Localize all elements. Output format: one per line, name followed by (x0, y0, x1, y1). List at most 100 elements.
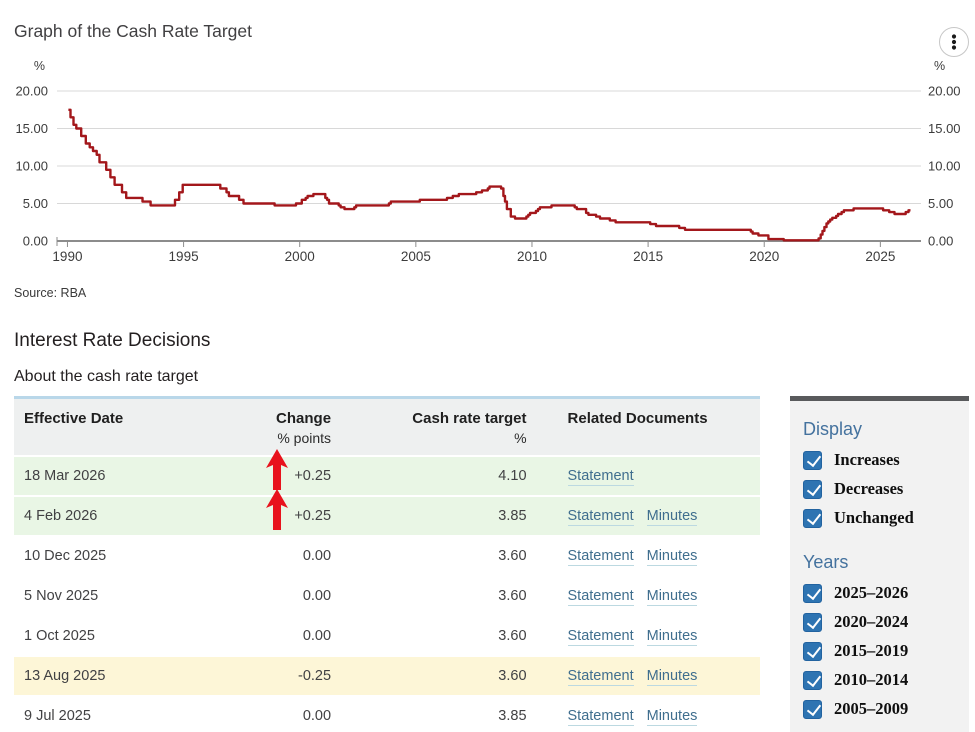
docs-cell: Statement Minutes (527, 697, 760, 732)
docs-cell: Statement (527, 457, 760, 497)
target-cell: 3.60 (332, 537, 528, 577)
statement-link[interactable]: Statement (567, 668, 634, 686)
docs-cell: Statement Minutes (527, 577, 760, 617)
years-section-title: Years (803, 552, 849, 572)
header-change-unit: % points (277, 430, 332, 446)
checkbox-checked[interactable] (803, 479, 822, 499)
docs-cell: Statement Minutes (527, 537, 760, 577)
table-row: 18 Mar 2026 +0.25 4.10 Statement (14, 449, 760, 497)
statement-link[interactable]: Statement (567, 508, 634, 526)
checkbox-checked[interactable] (803, 641, 822, 661)
svg-text:2015: 2015 (633, 249, 663, 264)
filter-years-2025-2026[interactable]: 2025–2026 (803, 583, 955, 603)
header-related-documents: Related Documents (527, 399, 760, 457)
svg-text:20.00: 20.00 (928, 84, 961, 99)
minutes-link[interactable]: Minutes (646, 708, 698, 726)
svg-text:2020: 2020 (749, 249, 779, 264)
change-cell: 0.00 (273, 577, 333, 617)
section-heading: Interest Rate Decisions (14, 330, 211, 351)
statement-link[interactable]: Statement (567, 588, 634, 606)
table-header-row: Effective Date Change % points Cash rate… (14, 399, 760, 457)
minutes-link[interactable]: Minutes (646, 508, 698, 526)
svg-text:0.00: 0.00 (23, 234, 48, 249)
filter-unchanged[interactable]: Unchanged (803, 508, 955, 528)
checkbox-checked[interactable] (803, 508, 822, 528)
header-cash-rate-target: Cash rate target % (332, 399, 528, 457)
svg-text:2005: 2005 (401, 249, 431, 264)
filter-decreases[interactable]: Decreases (803, 479, 955, 499)
effective-date-cell: 10 Dec 2025 (14, 537, 274, 577)
svg-text:1995: 1995 (169, 249, 199, 264)
svg-text:5.00: 5.00 (928, 196, 953, 211)
docs-cell: Statement Minutes (527, 657, 760, 697)
target-cell: 3.85 (332, 497, 528, 537)
checkbox-checked[interactable] (803, 450, 822, 470)
header-target-unit: % (514, 430, 527, 446)
effective-date-cell: 1 Oct 2025 (14, 617, 274, 657)
change-cell: -0.25 (273, 657, 333, 697)
effective-date-cell: 13 Aug 2025 (14, 657, 274, 697)
checkmark-icon (806, 700, 822, 716)
checkmark-icon (806, 451, 822, 467)
svg-text:20.00: 20.00 (15, 84, 48, 99)
svg-text:%: % (934, 59, 945, 73)
checkbox-checked[interactable] (803, 583, 822, 603)
svg-text:10.00: 10.00 (15, 159, 48, 174)
statement-link[interactable]: Statement (567, 708, 634, 726)
chart-title: Graph of the Cash Rate Target (14, 21, 253, 41)
filter-increases[interactable]: Increases (803, 450, 955, 470)
filter-years-2010-2014[interactable]: 2010–2014 (803, 670, 955, 690)
change-cell: 0.00 (273, 537, 333, 577)
effective-date-cell: 9 Jul 2025 (14, 697, 274, 732)
checkbox-checked[interactable] (803, 612, 822, 632)
chart-source: Source: RBA (14, 286, 87, 300)
svg-text:2000: 2000 (285, 249, 315, 264)
table-row: 13 Aug 2025 -0.25 3.60 Statement Minutes (14, 657, 760, 697)
chart-menu-button[interactable] (939, 27, 969, 57)
svg-text:2010: 2010 (517, 249, 547, 264)
sidebar-top-bar (790, 396, 969, 401)
display-section-title: Display (803, 419, 863, 439)
table-row: 4 Feb 2026 +0.25 3.85 Statement Minutes (14, 489, 760, 537)
checkmark-icon (806, 509, 822, 525)
effective-date-cell: 5 Nov 2025 (14, 577, 274, 617)
minutes-link[interactable]: Minutes (646, 588, 698, 606)
statement-link[interactable]: Statement (567, 628, 634, 646)
cash-rate-chart: % % 0.00 0.00 5.00 5.00 10.00 10.00 15.00 15.00 20… (15, 59, 961, 264)
svg-text:10.00: 10.00 (928, 159, 961, 174)
svg-text:0.00: 0.00 (928, 234, 953, 249)
effective-date-cell: 4 Feb 2026 (14, 497, 274, 537)
table-row: 10 Dec 2025 0.00 3.60 Statement Minutes (14, 537, 760, 577)
table-row: 9 Jul 2025 0.00 3.85 Statement Minutes (14, 697, 760, 732)
svg-text:15.00: 15.00 (15, 121, 48, 136)
interest-rate-decisions-table: Effective Date Change % points Cash rate… (14, 396, 760, 732)
change-cell: 0.00 (273, 697, 333, 732)
statement-link[interactable]: Statement (567, 468, 634, 486)
statement-link[interactable]: Statement (567, 548, 634, 566)
svg-text:%: % (34, 59, 45, 73)
filter-years-2005-2009[interactable]: 2005–2009 (803, 699, 955, 719)
target-cell: 3.60 (332, 617, 528, 657)
change-cell: +0.25 (266, 489, 333, 537)
target-cell: 3.85 (332, 697, 528, 732)
checkmark-icon (806, 613, 822, 629)
change-cell: 0.00 (273, 617, 333, 657)
checkbox-checked[interactable] (803, 699, 822, 719)
checkmark-icon (806, 480, 822, 496)
checkmark-icon (806, 584, 822, 600)
filter-years-2015-2019[interactable]: 2015–2019 (803, 641, 955, 661)
sidebar-panel: Display Increases Decreases Unchanged Ye… (790, 401, 969, 732)
target-cell: 3.60 (332, 657, 528, 697)
minutes-link[interactable]: Minutes (646, 548, 698, 566)
content-row: Effective Date Change % points Cash rate… (0, 396, 975, 732)
minutes-link[interactable]: Minutes (646, 668, 698, 686)
target-cell: 3.60 (332, 577, 528, 617)
filter-years-2020-2024[interactable]: 2020–2024 (803, 612, 955, 632)
filter-sidebar: Display Increases Decreases Unchanged Ye… (790, 396, 969, 732)
effective-date-cell: 18 Mar 2026 (14, 457, 274, 497)
table-row: 1 Oct 2025 0.00 3.60 Statement Minutes (14, 617, 760, 657)
minutes-link[interactable]: Minutes (646, 628, 698, 646)
checkbox-checked[interactable] (803, 670, 822, 690)
header-change: Change % points (273, 399, 333, 457)
